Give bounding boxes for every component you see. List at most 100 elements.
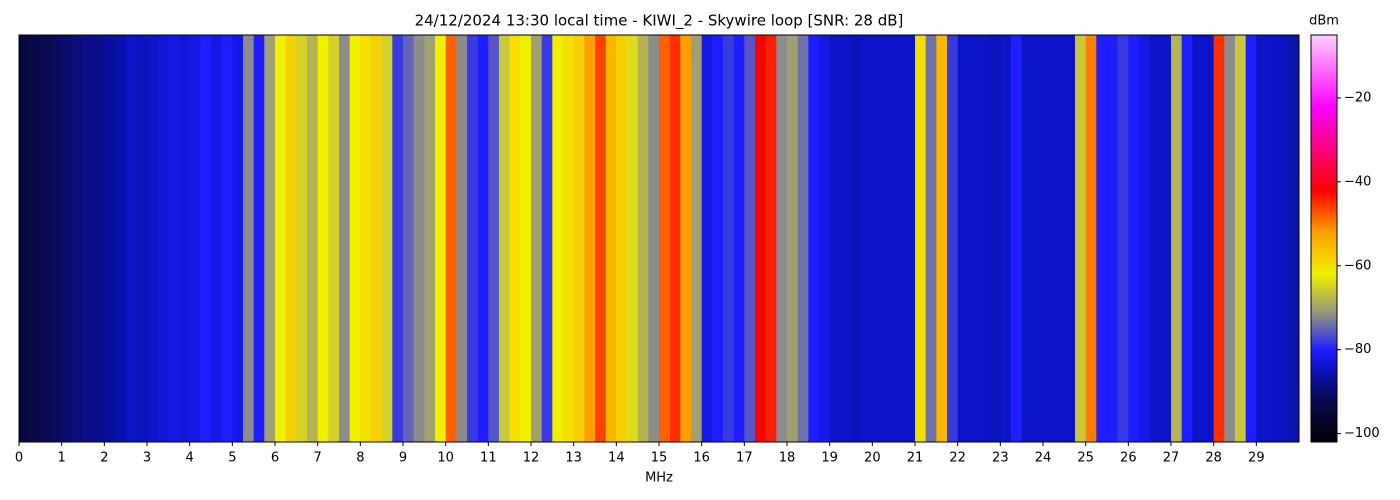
heatmap-cell xyxy=(221,35,233,442)
x-tick-label: 26 xyxy=(1120,451,1137,466)
heatmap-cell xyxy=(275,35,286,442)
heatmap-cell xyxy=(40,35,52,442)
heatmap-cell xyxy=(637,35,649,442)
heatmap-cell xyxy=(307,35,318,442)
colorbar-tick-label: −40 xyxy=(1344,174,1371,189)
heatmap-cell xyxy=(541,35,553,442)
heatmap-cell xyxy=(1000,35,1012,442)
heatmap-cell xyxy=(1267,35,1278,442)
heatmap-cell xyxy=(93,35,105,442)
x-tick-label: 12 xyxy=(523,451,540,466)
heatmap-cell xyxy=(947,35,958,442)
heatmap-cell xyxy=(1245,35,1257,442)
heatmap-cell xyxy=(19,35,30,442)
x-tick-label: 7 xyxy=(314,451,322,466)
heatmap-cell xyxy=(1053,35,1065,442)
heatmap-cell xyxy=(403,35,414,442)
heatmap-cell xyxy=(893,35,905,442)
heatmap-cell xyxy=(360,35,372,442)
x-tick-label: 10 xyxy=(437,451,454,466)
heatmap-cell xyxy=(531,35,542,442)
heatmap-cell xyxy=(851,35,862,442)
heatmap-cell xyxy=(691,35,702,442)
x-tick-label: 20 xyxy=(864,451,881,466)
heatmap-cell xyxy=(669,35,681,442)
x-tick-label: 14 xyxy=(608,451,625,466)
heatmap-cell xyxy=(1075,35,1086,442)
heatmap-cell xyxy=(1213,35,1225,442)
heatmap-cell xyxy=(1096,35,1108,442)
heatmap-cell xyxy=(968,35,980,442)
heatmap-cell xyxy=(883,35,894,442)
x-tick-label: 9 xyxy=(399,451,407,466)
heatmap-cell xyxy=(712,35,724,442)
heatmap-cell xyxy=(648,35,660,442)
heatmap-cell xyxy=(1149,35,1161,442)
x-tick-label: 8 xyxy=(356,451,364,466)
heatmap-cell xyxy=(1107,35,1118,442)
heatmap-cell xyxy=(1117,35,1129,442)
heatmap-cell xyxy=(733,35,745,442)
heatmap-cell xyxy=(179,35,190,442)
heatmap-cell xyxy=(659,35,670,442)
heatmap-cell xyxy=(1021,35,1033,442)
heatmap-cell xyxy=(72,35,84,442)
heatmap-cell xyxy=(243,35,254,442)
x-tick-label: 23 xyxy=(992,451,1009,466)
x-tick-label: 15 xyxy=(651,451,668,466)
heatmap-cell xyxy=(168,35,180,442)
x-tick-label: 19 xyxy=(821,451,838,466)
heatmap-cell xyxy=(1064,35,1076,442)
heatmap-cell xyxy=(61,35,73,442)
heatmap-cell xyxy=(573,35,585,442)
heatmap-cell xyxy=(435,35,446,442)
heatmap-cell xyxy=(349,35,361,442)
heatmap-cell xyxy=(925,35,937,442)
heatmap-cell xyxy=(861,35,873,442)
x-tick-label: 13 xyxy=(565,451,582,466)
colorbar xyxy=(1310,34,1338,443)
heatmap-cell xyxy=(339,35,350,442)
heatmap-cell xyxy=(1171,35,1182,442)
heatmap-cell xyxy=(957,35,969,442)
heatmap-cell xyxy=(776,35,788,442)
x-tick-label: 18 xyxy=(779,451,796,466)
heatmap-cell xyxy=(253,35,265,442)
x-tick-label: 25 xyxy=(1077,451,1094,466)
x-tick-label: 11 xyxy=(480,451,497,466)
heatmap-cell xyxy=(1277,35,1289,442)
heatmap-cell xyxy=(787,35,798,442)
heatmap-cell xyxy=(808,35,820,442)
heatmap-cell xyxy=(797,35,809,442)
heatmap-cell xyxy=(1224,35,1236,442)
x-tick-label: 21 xyxy=(907,451,924,466)
x-axis-label: MHz xyxy=(645,471,673,486)
heatmap-cell xyxy=(595,35,606,442)
heatmap-cell xyxy=(189,35,201,442)
colorbar-tick-label: −80 xyxy=(1344,342,1371,357)
heatmap-cell xyxy=(616,35,628,442)
heatmap-cell xyxy=(680,35,692,442)
heatmap-cell xyxy=(627,35,638,442)
heatmap-cell xyxy=(936,35,948,442)
heatmap-cell xyxy=(765,35,777,442)
x-tick-label: 16 xyxy=(693,451,710,466)
x-tick-label: 27 xyxy=(1163,451,1180,466)
heatmap-cell xyxy=(392,35,404,442)
heatmap-cell xyxy=(467,35,478,442)
heatmap-cell xyxy=(509,35,521,442)
heatmap-cell xyxy=(723,35,734,442)
heatmap-cell xyxy=(157,35,169,442)
x-tick-label: 22 xyxy=(949,451,966,466)
heatmap-cell xyxy=(1085,35,1097,442)
heatmap-cell xyxy=(381,35,393,442)
x-tick-label: 5 xyxy=(228,451,236,466)
heatmap-cell xyxy=(744,35,756,442)
x-tick-label: 17 xyxy=(736,451,753,466)
heatmap-cell xyxy=(115,35,126,442)
heatmap-cell xyxy=(264,35,276,442)
heatmap-cell xyxy=(1160,35,1172,442)
heatmap-cell xyxy=(445,35,457,442)
heatmap-cell xyxy=(83,35,94,442)
